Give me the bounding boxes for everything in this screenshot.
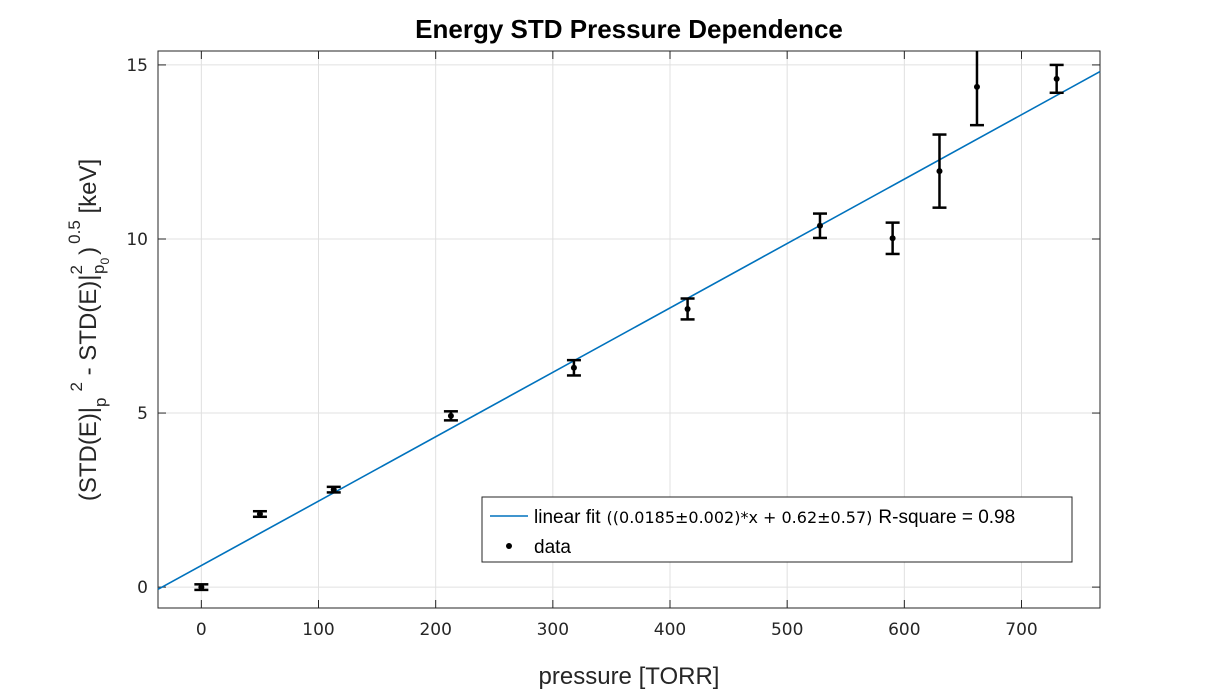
- x-tick-label: 400: [654, 620, 686, 640]
- data-point: [570, 364, 577, 371]
- x-tick-label: 100: [302, 620, 334, 640]
- data-point: [1053, 75, 1060, 82]
- data-point-group: [566, 358, 581, 377]
- x-tick-label: 600: [888, 620, 920, 640]
- y-label-part3: ): [75, 247, 102, 255]
- data-point: [330, 486, 337, 493]
- plot-area-frame: [157, 50, 1101, 609]
- x-tick-label: 0: [196, 620, 207, 640]
- y-label-sup1: 2: [67, 382, 86, 391]
- data-point-group: [326, 485, 341, 494]
- legend-data-swatch: [506, 543, 512, 549]
- y-axis-label: (STD(E)|p2 - STD(E)|2 p0)0.5 [keV]: [65, 159, 112, 501]
- y-label-sup3: 0.5: [65, 220, 84, 244]
- data-point-group: [680, 297, 695, 321]
- data-point-group: [1049, 63, 1064, 95]
- x-axis-label: pressure [TORR]: [539, 663, 720, 690]
- data-point: [936, 168, 943, 175]
- y-label-sup2: 2: [67, 265, 86, 274]
- legend-fit-label: linear fit: [534, 507, 601, 528]
- data-point: [256, 511, 263, 518]
- y-tick-label: 15: [126, 56, 148, 76]
- y-label-sub2: p: [89, 265, 108, 274]
- legend-box: [481, 496, 1073, 563]
- x-tick-label: 500: [771, 620, 803, 640]
- y-tick-label: 5: [137, 404, 148, 424]
- data-point-group: [812, 212, 827, 240]
- linear-fit-line: [157, 70, 1101, 591]
- grid: [158, 51, 1100, 608]
- y-label-part4: [keV]: [75, 159, 102, 220]
- y-tick-label: 10: [126, 230, 148, 250]
- data-point: [973, 83, 980, 90]
- data-point: [889, 235, 896, 242]
- legend-fit-rsq: R-square = 0.98: [878, 507, 1015, 528]
- x-tick-label: 200: [419, 620, 451, 640]
- y-label-subsub2: 0: [98, 258, 112, 265]
- legend-fit-formula: ((0.0185±0.002)*x + 0.62±0.57): [607, 508, 873, 527]
- y-tick-label: 0: [137, 578, 148, 598]
- data-point-group: [194, 583, 209, 592]
- data-point-group: [932, 133, 947, 209]
- data-point: [816, 222, 823, 229]
- legend-data-label: data: [534, 537, 571, 558]
- legend-fit-entry: linear fit ((0.0185±0.002)*x + 0.62±0.57)…: [534, 507, 1015, 528]
- y-label-sub1: p: [91, 397, 110, 406]
- data-point: [198, 584, 205, 591]
- y-label-part1: (STD(E)|: [75, 407, 102, 501]
- x-tick-label: 300: [537, 620, 569, 640]
- axis-ticks: 0 100 200 300 400 500 600 700 0 5 10 15: [126, 51, 1100, 640]
- data-points: [194, 51, 1064, 592]
- y-label-part2: - STD(E)|: [75, 274, 102, 382]
- data-point-group: [443, 410, 458, 422]
- data-point: [447, 412, 454, 419]
- data-point: [684, 305, 691, 312]
- chart-title: Energy STD Pressure Dependence: [415, 14, 843, 44]
- data-point-group: [969, 51, 984, 127]
- legend: linear fit ((0.0185±0.002)*x + 0.62±0.57)…: [481, 496, 1073, 563]
- data-point-group: [885, 221, 900, 256]
- data-point-group: [252, 509, 267, 519]
- x-tick-label: 700: [1005, 620, 1037, 640]
